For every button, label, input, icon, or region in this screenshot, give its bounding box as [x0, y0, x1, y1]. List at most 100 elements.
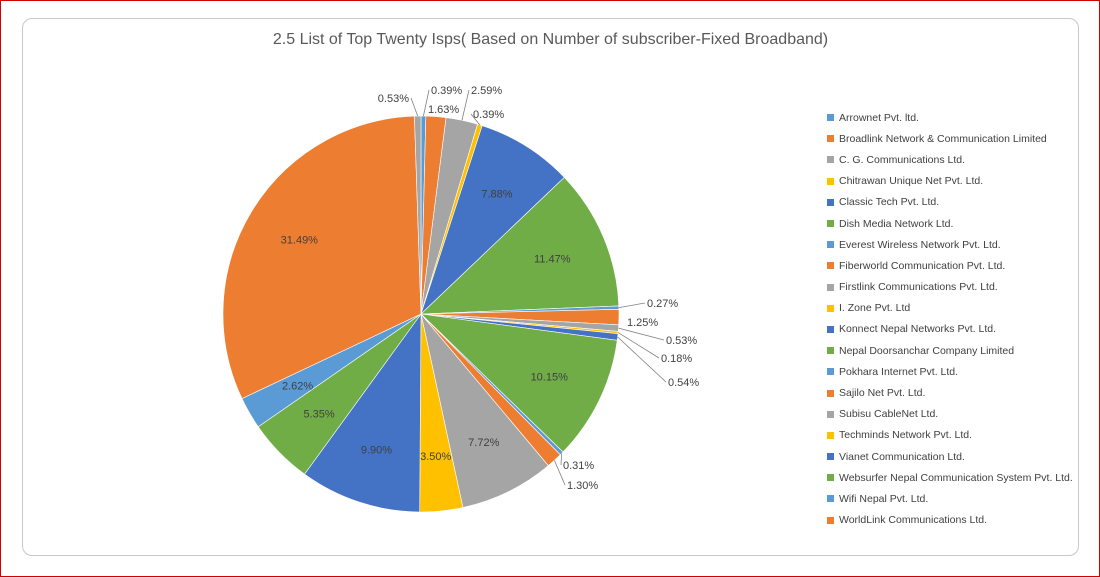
legend-item: Subisu CableNet Ltd. — [827, 404, 1073, 425]
legend-swatch — [827, 283, 834, 291]
legend-item: Pokhara Internet Pvt. Ltd. — [827, 361, 1073, 382]
legend-label: Arrownet Pvt. ltd. — [839, 111, 919, 124]
data-label: 3.50% — [420, 451, 451, 463]
legend-label: I. Zone Pvt. Ltd — [839, 302, 911, 315]
legend-item: Classic Tech Pvt. Ltd. — [827, 192, 1073, 213]
legend-swatch — [827, 495, 834, 503]
legend-label: Techminds Network Pvt. Ltd. — [839, 429, 973, 442]
pie-slice — [420, 313, 618, 453]
legend-label: Everest Wireless Network Pvt. Ltd. — [839, 238, 1001, 251]
pie-slice — [222, 115, 422, 399]
legend-label: Broadlink Network & Communication Limite… — [839, 132, 1047, 145]
leader-line — [554, 460, 566, 486]
leader-line — [560, 453, 563, 466]
legend-label: Fiberworld Communication Pvt. Ltd. — [839, 259, 1006, 272]
data-label: 5.35% — [303, 409, 334, 421]
pie-slice — [420, 125, 565, 315]
legend-item: C. G. Communications Ltd. — [827, 149, 1073, 170]
legend-label: Nepal Doorsanchar Company Limited — [839, 344, 1015, 357]
chart-area: 2.5 List of Top Twenty Isps( Based on Nu… — [22, 18, 1079, 556]
legend-swatch — [827, 474, 834, 482]
leader-line — [618, 302, 646, 309]
legend-label: C. G. Communications Ltd. — [839, 153, 966, 166]
legend-swatch — [827, 516, 834, 524]
data-label: 0.54% — [668, 377, 699, 389]
data-label: 0.53% — [666, 335, 697, 347]
legend-swatch — [827, 347, 834, 355]
legend: Arrownet Pvt. ltd. Broadlink Network & Co… — [827, 107, 1073, 531]
legend-swatch — [827, 156, 834, 164]
data-label: 2.62% — [282, 380, 313, 392]
legend-label: Classic Tech Pvt. Ltd. — [839, 196, 940, 209]
legend-item: Firstlink Communications Pvt. Ltd. — [827, 277, 1073, 298]
legend-label: Firstlink Communications Pvt. Ltd. — [839, 281, 998, 294]
legend-item: Fiberworld Communication Pvt. Ltd. — [827, 255, 1073, 276]
legend-item: WorldLink Communications Ltd. — [827, 510, 1073, 531]
leader-line — [423, 89, 430, 117]
data-label: 0.27% — [647, 298, 678, 310]
legend-swatch — [827, 220, 834, 228]
legend-item: Sajilo Net Pvt. Ltd. — [827, 382, 1073, 403]
leader-line — [617, 332, 660, 359]
legend-swatch — [827, 325, 834, 333]
legend-swatch — [827, 177, 834, 185]
legend-swatch — [827, 410, 834, 418]
data-label: 1.30% — [567, 480, 598, 492]
data-label: 9.90% — [361, 444, 392, 456]
legend-swatch — [827, 262, 834, 270]
legend-item: Konnect Nepal Networks Pvt. Ltd. — [827, 319, 1073, 340]
data-label: 0.39% — [431, 85, 462, 97]
pie-slice — [420, 176, 620, 315]
pie-slice — [304, 313, 422, 513]
leader-line — [410, 97, 419, 117]
leader-line — [470, 113, 481, 126]
legend-item: Broadlink Network & Communication Limite… — [827, 128, 1073, 149]
legend-item: Chitrawan Unique Net Pvt. Ltd. — [827, 171, 1073, 192]
data-label: 1.63% — [428, 104, 459, 116]
legend-swatch — [827, 304, 834, 312]
legend-swatch — [827, 198, 834, 206]
legend-item: Vianet Communication Ltd. — [827, 446, 1073, 467]
legend-swatch — [827, 431, 834, 439]
data-label: 0.18% — [661, 353, 692, 365]
data-label: 11.47% — [534, 253, 571, 265]
legend-item: Dish Media Network Ltd. — [827, 213, 1073, 234]
legend-item: Everest Wireless Network Pvt. Ltd. — [827, 234, 1073, 255]
leader-line — [461, 89, 470, 121]
legend-item: Wifi Nepal Pvt. Ltd. — [827, 488, 1073, 509]
legend-item: I. Zone Pvt. Ltd — [827, 298, 1073, 319]
pie-slice — [420, 313, 549, 508]
data-label: 7.88% — [481, 188, 512, 200]
legend-label: Sajilo Net Pvt. Ltd. — [839, 387, 926, 400]
legend-swatch — [827, 389, 834, 397]
legend-label: Chitrawan Unique Net Pvt. Ltd. — [839, 175, 984, 188]
legend-label: Konnect Nepal Networks Pvt. Ltd. — [839, 323, 996, 336]
data-label: 1.25% — [627, 317, 658, 329]
legend-label: Dish Media Network Ltd. — [839, 217, 954, 230]
data-label: 0.31% — [563, 460, 594, 472]
leader-line — [617, 336, 667, 383]
legend-item: Arrownet Pvt. ltd. — [827, 107, 1073, 128]
legend-item: Websurfer Nepal Communication System Pvt… — [827, 467, 1073, 488]
data-label: 0.53% — [378, 93, 409, 105]
legend-label: Pokhara Internet Pvt. Ltd. — [839, 365, 959, 378]
legend-swatch — [827, 453, 834, 461]
leader-line — [618, 327, 665, 341]
legend-swatch — [827, 135, 834, 143]
legend-item: Techminds Network Pvt. Ltd. — [827, 425, 1073, 446]
data-label: 31.49% — [281, 235, 319, 247]
legend-item: Nepal Doorsanchar Company Limited — [827, 340, 1073, 361]
data-label: 2.59% — [471, 85, 502, 97]
data-label: 0.39% — [473, 109, 504, 121]
legend-swatch — [827, 368, 834, 376]
legend-swatch — [827, 114, 834, 122]
legend-label: Subisu CableNet Ltd. — [839, 408, 939, 421]
data-label: 10.15% — [531, 371, 569, 383]
legend-label: WorldLink Communications Ltd. — [839, 514, 988, 527]
pie-chart: 0.39% 1.63% 2.59% 0.39% 7.88% 11.47% 0.27% 1.25… — [222, 85, 699, 513]
legend-label: Vianet Communication Ltd. — [839, 450, 965, 463]
data-label: 7.72% — [468, 437, 499, 449]
legend-label: Websurfer Nepal Communication System Pvt… — [839, 471, 1073, 484]
legend-label: Wifi Nepal Pvt. Ltd. — [839, 492, 929, 505]
chart-title: 2.5 List of Top Twenty Isps( Based on Nu… — [272, 31, 829, 48]
